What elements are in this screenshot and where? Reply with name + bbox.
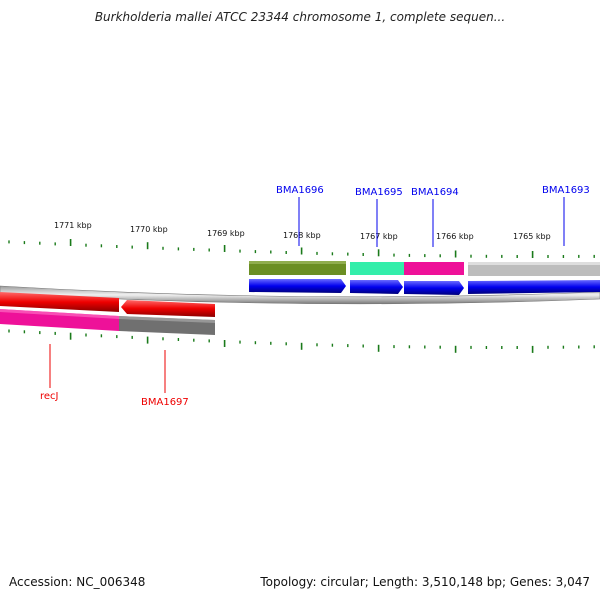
feature-track-minus: [0, 309, 215, 335]
gene-track-plus: [249, 279, 600, 295]
tick-marks-top: [8, 239, 595, 258]
tick-label: 1770 kbp: [130, 225, 168, 234]
tick-label: 1765 kbp: [513, 232, 551, 241]
feature-segment-bma1695[interactable]: [350, 262, 404, 275]
genome-backbone: [0, 285, 600, 305]
map-title: Burkholderia mallei ATCC 23344 chromosom…: [94, 10, 506, 24]
accession-text: Accession: NC_006348: [9, 575, 146, 589]
gene-arrow-bma1697[interactable]: [121, 300, 215, 317]
gene-label-bma1696[interactable]: BMA1696: [276, 185, 324, 196]
gene-label-bma1697[interactable]: BMA1697: [141, 397, 189, 408]
gene-label-recj[interactable]: recJ: [40, 391, 59, 402]
tick-label: 1767 kbp: [360, 232, 398, 241]
gene-label-bma1694[interactable]: BMA1694: [411, 187, 459, 198]
gene-track-minus: [0, 292, 215, 317]
gene-labels: BMA1696 BMA1695 BMA1694 BMA1693 recJ BMA…: [40, 185, 590, 408]
gene-label-lines: [49, 197, 565, 393]
feature-segment-bma1693[interactable]: [468, 262, 600, 276]
tick-label: 1769 kbp: [207, 229, 245, 238]
gene-arrow-bma1694[interactable]: [404, 281, 464, 295]
gene-arrow-bma1693[interactable]: [468, 280, 600, 294]
tick-labels: 1771 kbp 1770 kbp 1769 kbp 1768 kbp 1767…: [54, 221, 551, 241]
feature-segment-bma1696[interactable]: [249, 261, 346, 275]
tick-label: 1768 kbp: [283, 231, 321, 240]
tick-marks-bottom: [8, 329, 595, 353]
feature-segment-bma1694[interactable]: [404, 262, 464, 275]
feature-track-plus: [249, 261, 600, 276]
tick-label: 1771 kbp: [54, 221, 92, 230]
gene-arrow-recj[interactable]: [0, 292, 119, 312]
gene-arrow-bma1696[interactable]: [249, 279, 346, 293]
gene-arrow-bma1695[interactable]: [350, 280, 403, 294]
gene-label-bma1693[interactable]: BMA1693: [542, 185, 590, 196]
tick-label: 1766 kbp: [436, 232, 474, 241]
gene-label-bma1695[interactable]: BMA1695: [355, 187, 403, 198]
genome-stats-text: Topology: circular; Length: 3,510,148 bp…: [260, 575, 590, 589]
